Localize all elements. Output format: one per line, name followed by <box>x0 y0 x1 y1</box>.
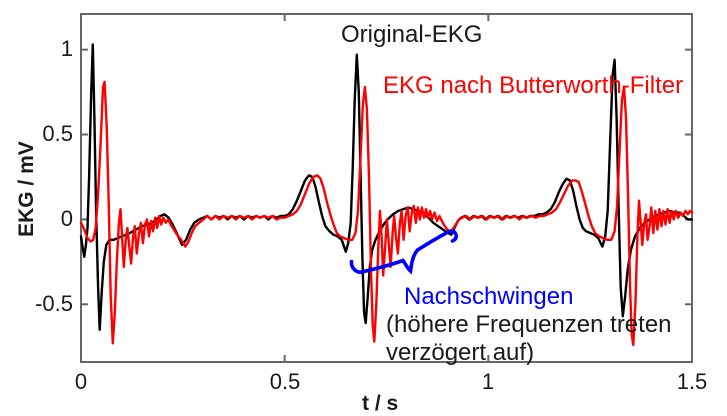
y-axis-label: EKG / mV <box>14 141 38 237</box>
signal-curves <box>79 43 694 347</box>
axis-ticks <box>80 14 693 362</box>
nachschwingen-brace <box>349 229 458 275</box>
annotation-hoehere-frequenzen: (höhere Frequenzen treten <box>386 311 672 338</box>
x-tick-label-1-5: 1.5 <box>676 369 708 394</box>
label-original-ekg: Original-EKG <box>341 21 483 48</box>
y-tick-label-1: 1 <box>60 36 73 61</box>
x-tick-label-0: 0 <box>74 369 88 394</box>
plot-box <box>80 13 693 363</box>
label-nachschwingen: Nachschwingen <box>404 283 574 310</box>
x-tick-label-1: 1 <box>481 369 495 394</box>
y-tick-label-0-5: 0.5 <box>42 121 73 146</box>
x-axis-label: t / s <box>362 392 399 415</box>
ekg-original-curve <box>79 43 694 331</box>
label-ekg-butterworth-filter: EKG nach Butterworth-Filter <box>383 72 684 99</box>
annotation-verzoegert-auf: verzögert auf) <box>386 339 535 366</box>
y-tick-label-0: 0 <box>60 206 73 231</box>
x-tick-label-0-5: 0.5 <box>269 369 301 394</box>
ekg-filtered-curve <box>79 80 694 347</box>
y-tick-label-neg-0-5: -0.5 <box>35 291 73 316</box>
